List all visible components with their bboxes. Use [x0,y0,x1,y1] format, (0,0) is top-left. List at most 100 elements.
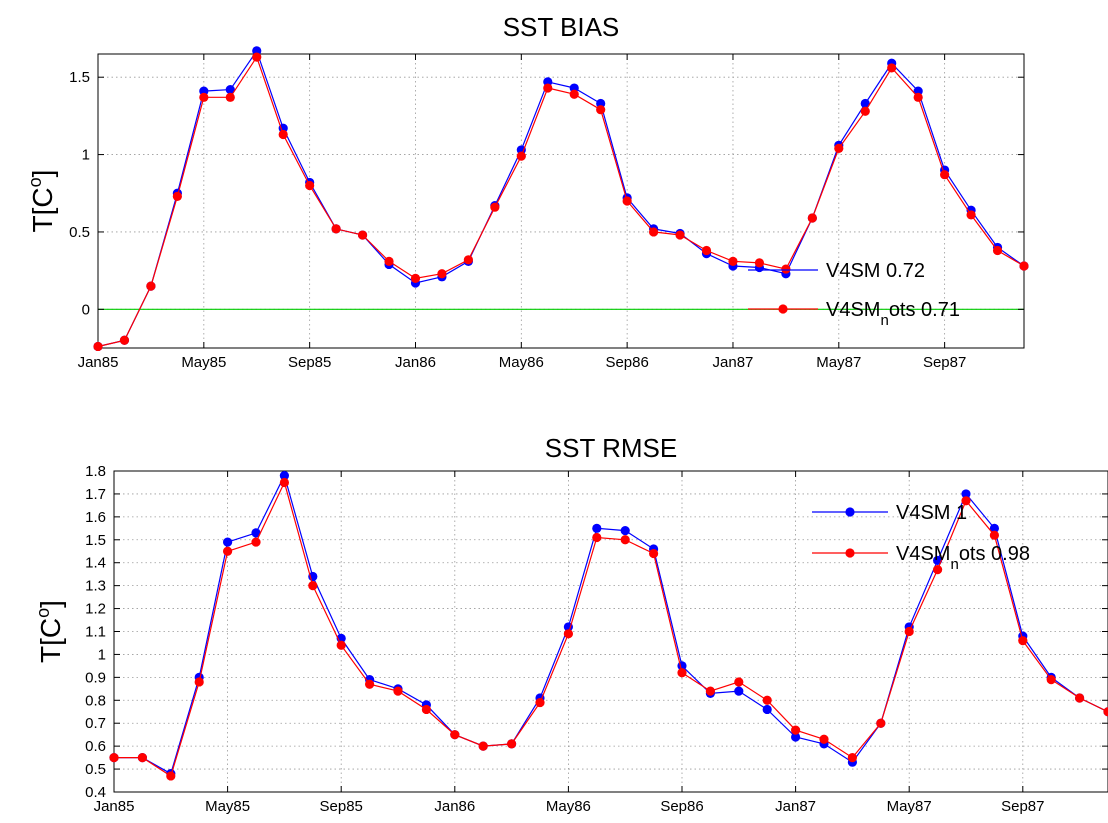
series-v4sm-point [251,528,261,538]
y-tick-label: 1 [98,646,106,663]
series-v4sm-nots-point [781,264,791,274]
y-tick-label: 0 [82,301,90,318]
y-axis-label: T[Co] [33,600,66,663]
series-v4sm-nots-point [1103,707,1108,717]
y-tick-label: 1.5 [85,532,106,549]
y-tick-label: 1.7 [85,486,106,503]
series-v4sm-nots-point [336,640,346,650]
series-v4sm-nots-point [1019,261,1029,271]
bias-panel: Jan85 May85 Sep85 Jan86 May86 Sep86 Jan87 May87… [25,12,1029,371]
x-tick-label: Sep85 [288,354,331,371]
legend-entry: V4SMnots 0.71 [826,299,960,329]
legend: V4SM 0.72 V4SMnots 0.71 [748,260,960,329]
x-tick-label: May87 [887,798,932,815]
x-tick-label: Sep86 [660,798,703,815]
legend-entry-rest: ots 0.71 [889,299,960,321]
y-tick-label: 0.4 [85,784,106,801]
series-v4sm-point [225,84,235,95]
series-v4sm-nots-point [705,686,716,696]
series-v4sm-nots-point [223,546,233,556]
x-tick-label: Sep87 [1001,798,1044,815]
x-tick-label: Jan87 [775,798,816,815]
series-v4sm-nots-point [701,245,712,256]
y-tick-label: 1.6 [85,509,106,526]
series-v4sm-nots-point [305,180,315,191]
legend-entry: V4SM 1 [896,502,967,524]
series-v4sm-nots-point [1018,636,1028,646]
series-v4sm-line [114,473,1108,775]
legend-entry: V4SM 0.72 [826,260,925,282]
x-tick-label: Sep85 [320,798,363,815]
legend-marker [778,304,788,314]
y-tick-label: 0.5 [69,224,90,241]
series-v4sm-nots-point [622,196,632,206]
series-v4sm-nots-point [675,230,685,240]
y-tick-label: 1 [82,147,90,164]
series-v4sm-point [791,732,801,742]
legend: V4SM 1 V4SMnots 0.98 [812,502,1030,573]
series-v4sm-nots-point [940,170,950,180]
series-v4sm-nots-point [507,739,517,749]
x-tick-label: Jan85 [78,354,119,371]
y-tick-label: 0.5 [85,761,106,778]
legend-entry: V4SMnots 0.98 [896,543,1030,573]
series-v4sm-nots-point [1046,675,1056,685]
legend-entry-main: V4SM [826,299,880,321]
series-v4sm-point [989,523,1000,533]
y-axis-label-text: T[C [27,187,58,232]
series-v4sm-nots-point [876,718,886,728]
series-v4sm-nots-point [754,258,765,268]
series-v4sm-nots-point [649,548,659,559]
series-v4sm-nots-point [966,210,976,220]
series-v4sm-nots-point [834,143,844,153]
y-tick-label: 1.1 [85,624,106,641]
series-v4sm-nots-point [437,269,447,279]
x-tick-label: May86 [546,798,591,815]
series-v4sm-nots-point [109,753,119,763]
series-v4sm-nots-point [478,741,488,751]
series-v4sm-nots-point [860,106,870,116]
y-axis-label-end: ] [27,170,58,178]
series-v4sm-nots-point [137,753,147,763]
series-v4sm-nots-point [251,537,261,547]
x-tick-label: May86 [499,354,544,371]
y-axis-label-superscript: o [25,177,45,187]
series-v4sm-nots-point [490,202,500,212]
legend-entry-subscript: n [950,556,958,573]
y-tick-label: 1.5 [69,69,90,86]
series-v4sm-nots-point [146,281,156,291]
series-v4sm-nots-point [734,677,744,687]
series-v4sm-nots-point [463,255,473,265]
y-tick-label: 1.2 [85,601,106,618]
series-v4sm-nots-point [421,704,431,715]
chart-title: SST BIAS [503,12,620,42]
x-tick-label: Jan86 [434,798,475,815]
series-v4sm-nots-point [847,753,858,763]
legend-entry-main: V4SM 1 [896,502,967,524]
series-v4sm-nots-point [119,335,130,345]
series-v4sm-nots-point [620,535,630,545]
series-v4sm-nots-point [992,245,1003,256]
series-v4sm-nots-point [904,626,914,637]
series-v4sm-nots-point [450,730,460,740]
series-v4sm-nots-point [649,227,659,237]
series-v4sm-point [762,704,772,715]
series-v4sm-point [734,686,744,696]
series-v4sm-nots-point [913,92,923,102]
legend-entry-rest: ots 0.98 [959,543,1030,565]
series-v4sm-nots-point [410,273,421,283]
series-v4sm-nots-point [807,213,817,223]
series-v4sm-nots-point [596,105,606,115]
x-tick-label: May87 [816,354,861,371]
y-tick-label: 0.9 [85,669,106,686]
series-v4sm-nots-point [989,530,1000,540]
series-v4sm-nots-point [569,89,579,99]
y-axis-label-superscript: o [33,608,53,618]
series-v4sm-nots-point [365,679,375,689]
plot-area [98,54,1024,348]
series-v4sm-nots-point [933,564,943,575]
series-v4sm-nots-point [791,725,801,735]
chart-title: SST RMSE [545,433,677,463]
